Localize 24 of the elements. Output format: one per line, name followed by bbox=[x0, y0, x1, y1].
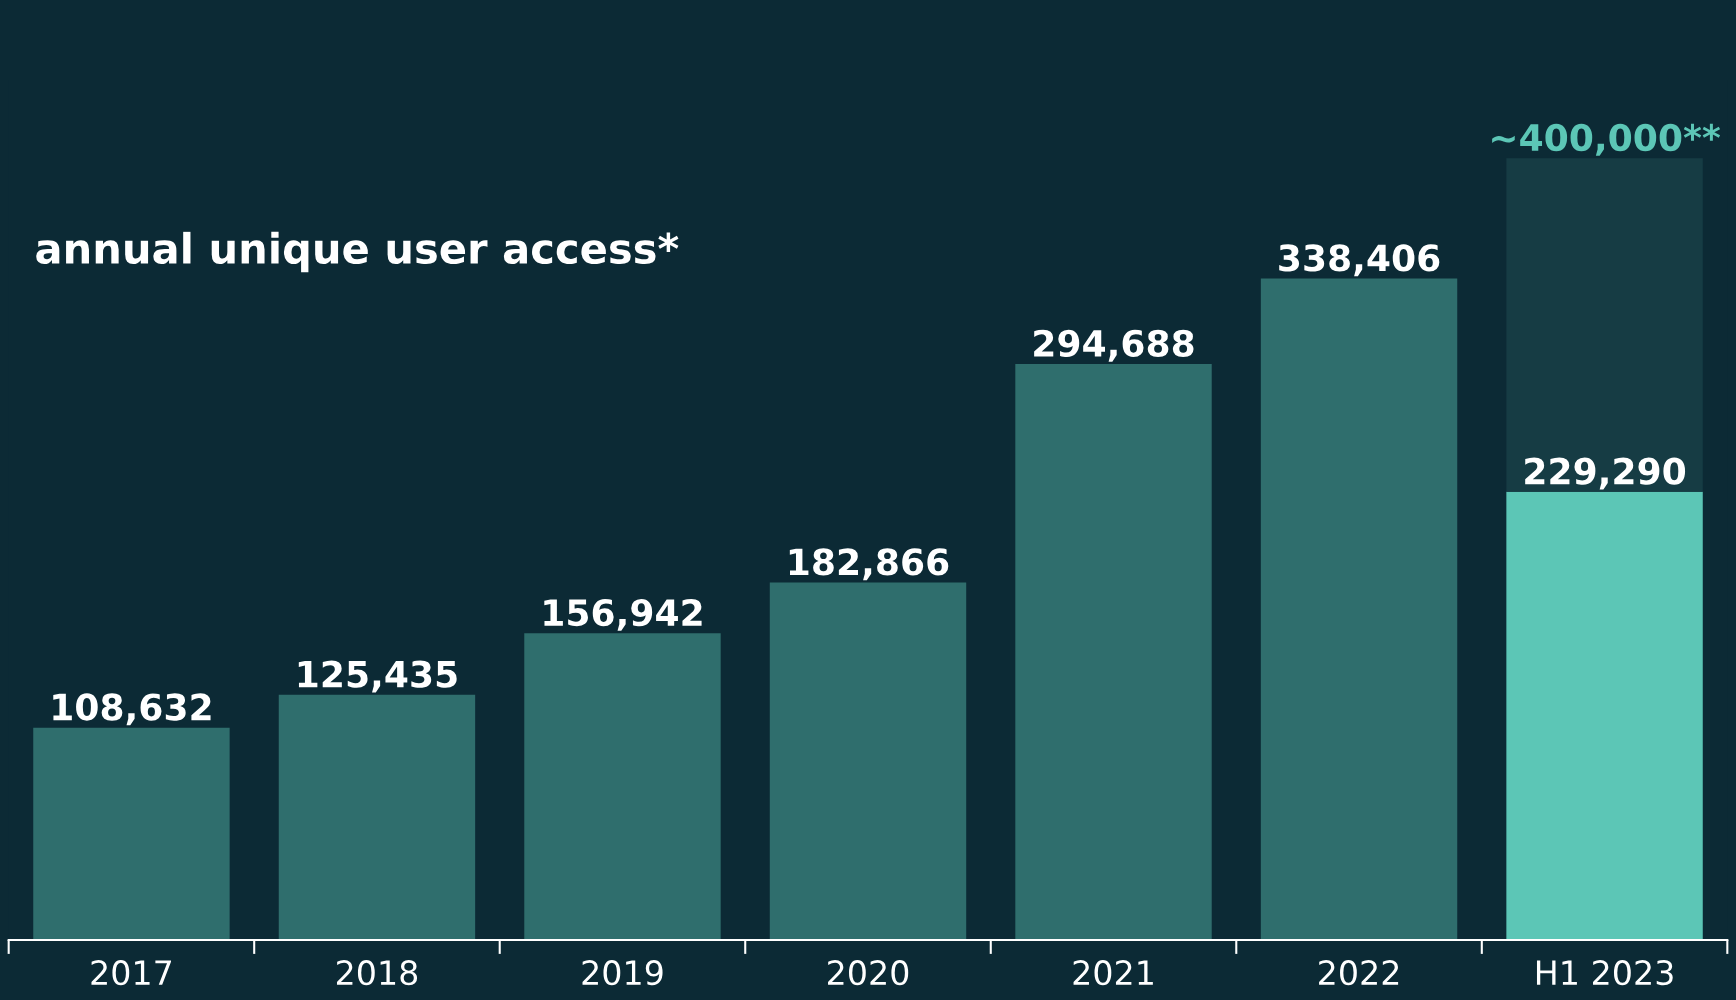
bar bbox=[1260, 278, 1458, 940]
x-tick-label: H1 2023 bbox=[1536, 960, 1673, 986]
data-label: 108,632 bbox=[53, 693, 211, 726]
data-label: 229,290 bbox=[1525, 457, 1686, 490]
bar bbox=[33, 727, 230, 940]
data-label: 125,435 bbox=[298, 660, 457, 693]
data-label: 156,942 bbox=[544, 598, 702, 631]
data-label: 294,688 bbox=[1034, 329, 1194, 362]
bar bbox=[1015, 364, 1212, 940]
bar bbox=[1506, 158, 1703, 492]
x-tick-label: 2017 bbox=[91, 960, 172, 986]
x-tick-label: 2020 bbox=[828, 960, 909, 986]
text: annual unique user access* bbox=[36, 231, 679, 273]
x-tick-label: 2021 bbox=[1073, 960, 1153, 986]
x-tick-label: 2019 bbox=[582, 960, 663, 986]
bar bbox=[1506, 491, 1703, 940]
bar bbox=[769, 582, 967, 940]
bar bbox=[278, 694, 476, 940]
total-label: ~400,000** bbox=[1492, 123, 1721, 156]
data-label: 338,406 bbox=[1279, 244, 1440, 277]
x-tick-label: 2018 bbox=[336, 960, 418, 986]
data-label: 182,866 bbox=[789, 548, 949, 581]
x-tick-label: 2022 bbox=[1319, 960, 1399, 986]
bar bbox=[524, 633, 721, 940]
